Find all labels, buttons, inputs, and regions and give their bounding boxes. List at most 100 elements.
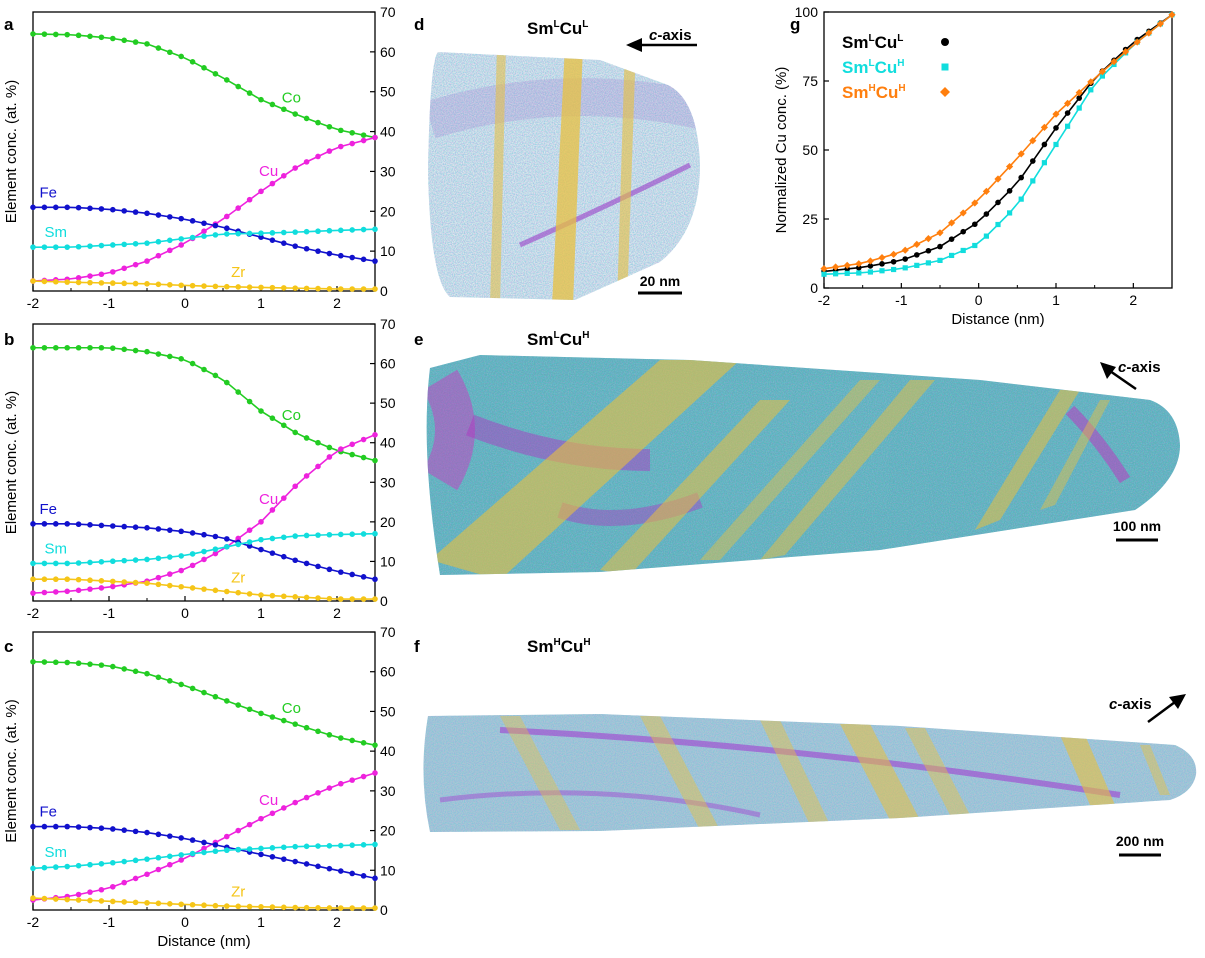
series-Sm — [30, 841, 378, 872]
data-point — [189, 850, 196, 857]
data-point — [201, 839, 207, 846]
data-point — [1029, 137, 1037, 145]
data-point — [201, 220, 207, 227]
data-point — [64, 863, 70, 870]
data-point — [292, 429, 299, 436]
data-point — [144, 41, 150, 47]
series-Zr — [30, 576, 378, 602]
data-point — [132, 39, 139, 45]
data-point — [349, 737, 356, 744]
data-point — [167, 833, 173, 839]
data-point — [326, 454, 333, 460]
data-point — [189, 585, 196, 591]
data-point — [189, 59, 196, 65]
data-point — [178, 528, 184, 535]
panel-e-title: SmLCuH — [527, 330, 589, 349]
data-point — [167, 281, 173, 288]
scale-bar-label-d: 20 nm — [640, 273, 680, 289]
data-point — [53, 823, 59, 830]
panel-label-a: a — [4, 15, 14, 34]
data-point — [303, 861, 310, 867]
y-tick-label: 20 — [380, 514, 396, 530]
data-point — [269, 237, 276, 243]
data-point — [235, 284, 241, 290]
data-point — [41, 864, 48, 871]
data-point — [902, 265, 908, 271]
data-point — [224, 847, 230, 854]
data-point — [338, 252, 344, 259]
data-point — [338, 905, 344, 911]
data-point — [1018, 174, 1024, 181]
data-point — [212, 283, 219, 290]
data-point — [303, 115, 310, 122]
data-point — [995, 221, 1001, 228]
data-point — [281, 422, 287, 429]
data-point — [360, 137, 367, 144]
data-point — [1053, 125, 1059, 131]
y-axis-label: Element conc. (at. %) — [3, 391, 20, 534]
data-point — [110, 578, 116, 585]
data-point — [201, 845, 207, 852]
data-point — [1041, 160, 1047, 166]
data-point — [224, 543, 230, 550]
data-point — [1053, 141, 1059, 148]
series-line-Co — [33, 346, 376, 462]
data-point — [1099, 73, 1105, 79]
data-point — [132, 857, 139, 864]
panel-label-g: g — [790, 15, 800, 34]
data-point — [281, 717, 287, 724]
panel-label-c: c — [4, 637, 13, 656]
data-point — [87, 824, 93, 831]
data-point — [98, 34, 105, 41]
data-point — [189, 530, 196, 536]
data-point — [360, 740, 367, 746]
data-point — [856, 264, 862, 271]
data-point — [178, 53, 184, 60]
data-point — [1064, 110, 1071, 116]
y-tick-label: 30 — [380, 474, 396, 490]
data-point — [1018, 196, 1024, 202]
legend-sup: H — [898, 83, 905, 94]
series-line-Cu — [32, 434, 376, 594]
data-point — [326, 444, 333, 451]
data-point — [890, 250, 898, 258]
data-point — [155, 45, 162, 51]
series-label-Co: Co — [282, 700, 301, 717]
data-point — [338, 286, 344, 292]
legend-sup: H — [868, 83, 875, 94]
data-point — [30, 204, 36, 211]
data-point — [281, 805, 287, 811]
data-point — [326, 732, 333, 738]
y-tick-label: 0 — [380, 283, 388, 299]
data-point — [64, 244, 70, 250]
data-point — [303, 532, 310, 539]
data-point — [167, 247, 173, 254]
y-tick-label: 0 — [380, 902, 388, 918]
data-point — [201, 65, 207, 71]
y-tick-label: 50 — [380, 703, 396, 719]
data-point — [360, 531, 367, 537]
data-point — [201, 366, 207, 373]
data-point — [246, 821, 253, 828]
data-point — [258, 188, 264, 195]
data-point — [167, 49, 173, 56]
data-point — [1006, 162, 1014, 171]
data-point — [155, 854, 162, 861]
data-point — [87, 861, 93, 868]
data-point — [338, 446, 344, 452]
data-point — [121, 557, 127, 564]
data-point — [338, 735, 344, 741]
data-point — [178, 242, 184, 248]
data-point — [167, 901, 173, 907]
data-point — [110, 663, 116, 670]
data-point — [292, 533, 299, 539]
data-point — [1145, 29, 1153, 37]
data-point — [144, 871, 150, 878]
data-point — [258, 230, 264, 237]
data-point — [212, 546, 219, 552]
data-point — [201, 586, 207, 592]
data-point — [75, 824, 82, 830]
data-point — [315, 463, 321, 470]
data-point — [982, 187, 990, 195]
